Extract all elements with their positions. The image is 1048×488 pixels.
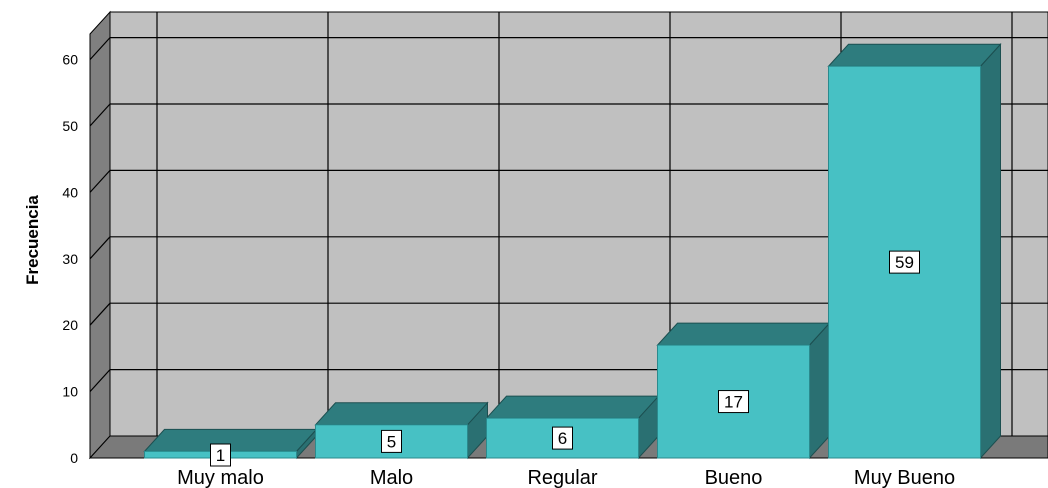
grid-line-diag xyxy=(89,103,111,127)
y-axis-ticks: 0 10 20 30 40 50 60 xyxy=(62,52,78,466)
bars: 1 5 6 17 59 xyxy=(143,42,1002,467)
y-tick-label: 10 xyxy=(62,384,78,400)
data-label-box xyxy=(552,426,573,450)
bar-side-face xyxy=(809,321,830,460)
x-category-label: Regular xyxy=(527,467,597,488)
bar-top-face xyxy=(314,402,489,426)
x-category-label: Bueno xyxy=(705,467,763,488)
x-category-label: Muy malo xyxy=(177,467,264,488)
bar-malo: 5 xyxy=(314,401,489,460)
y-tick-label: 40 xyxy=(62,184,78,200)
x-axis-categories: Muy malo Malo Regular Bueno Muy Bueno xyxy=(177,467,955,488)
x-category-label: Muy Bueno xyxy=(854,467,955,488)
data-label-box xyxy=(889,250,920,274)
x-category-label: Malo xyxy=(370,467,413,488)
bar-bueno: 17 xyxy=(656,321,831,460)
bar-top-face xyxy=(827,43,1002,67)
data-label: 59 xyxy=(895,253,914,272)
side-wall xyxy=(89,10,111,460)
grid-line-diag xyxy=(89,236,111,260)
bar-muy-bueno: 59 xyxy=(827,42,1002,460)
y-axis-title: Frecuencia xyxy=(23,195,42,285)
grid-line-diag xyxy=(89,369,111,393)
data-label: 5 xyxy=(387,432,396,451)
bar-top-face xyxy=(485,395,660,419)
y-tick-label: 50 xyxy=(62,118,78,134)
y-tick-label: 20 xyxy=(62,317,78,333)
data-label-box xyxy=(381,429,402,453)
y-tick-label: 30 xyxy=(62,251,78,267)
grid-line-diag xyxy=(89,169,111,193)
data-label: 17 xyxy=(724,393,743,412)
grid-line-diag xyxy=(89,37,111,61)
grid-line-diag xyxy=(89,302,111,326)
y-tick-label: 60 xyxy=(62,52,78,68)
data-label: 6 xyxy=(558,429,567,448)
bar-muy-malo: 1 xyxy=(143,428,318,467)
data-label-box xyxy=(210,443,231,467)
bar-regular: 6 xyxy=(485,394,660,460)
bar-top-face xyxy=(656,322,831,346)
y-tick-label: 0 xyxy=(70,450,78,466)
bar-side-face xyxy=(980,42,1001,460)
data-label-box xyxy=(718,390,749,414)
side-wall-panel xyxy=(89,10,111,460)
data-label: 1 xyxy=(216,446,225,465)
